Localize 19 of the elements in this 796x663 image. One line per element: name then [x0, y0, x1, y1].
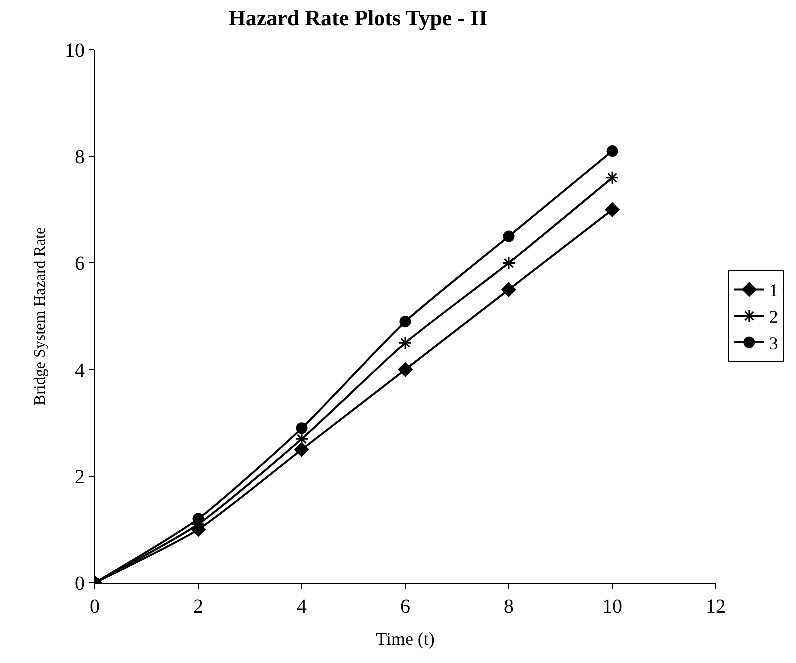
legend-label: 3 — [769, 334, 778, 354]
y-tick-label: 10 — [65, 40, 85, 62]
y-axis-title: Bridge System Hazard Rate — [32, 227, 49, 406]
x-tick-label: 10 — [602, 596, 622, 618]
x-axis-title: Time (t) — [376, 629, 435, 650]
x-tick-label: 6 — [400, 596, 410, 618]
y-tick-label: 8 — [75, 146, 85, 169]
legend-label: 1 — [769, 280, 778, 301]
y-tick-label: 4 — [75, 360, 85, 382]
y-tick-label: 6 — [75, 253, 85, 276]
x-tick-label: 4 — [297, 596, 307, 618]
x-tick-label: 0 — [90, 596, 100, 618]
legend-label: 2 — [769, 307, 778, 328]
chart-title: Hazard Rate Plots Type - II — [228, 5, 488, 30]
x-tick-label: 8 — [504, 596, 514, 618]
x-tick-label: 2 — [194, 596, 204, 618]
y-tick-label: 2 — [75, 466, 85, 488]
y-tick-label: 0 — [75, 573, 85, 595]
x-tick-label: 12 — [706, 596, 726, 618]
